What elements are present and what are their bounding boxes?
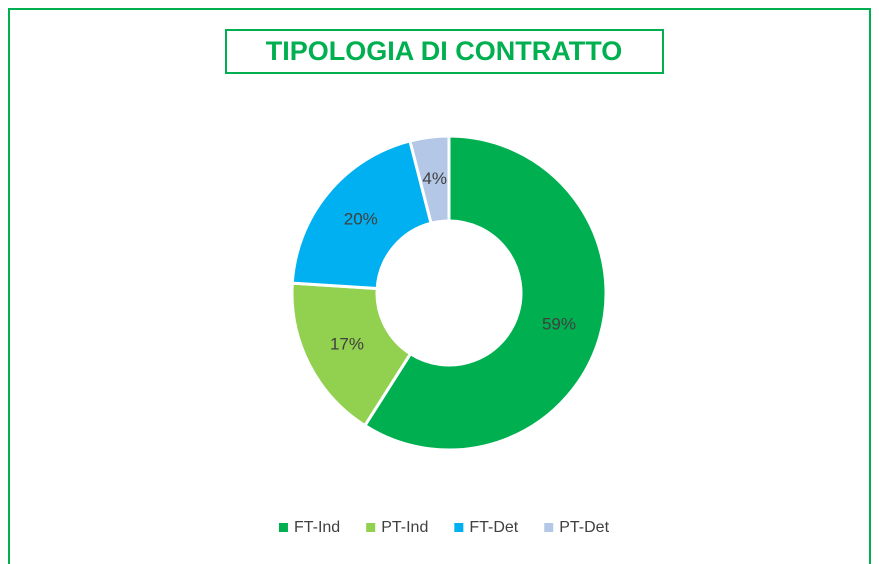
legend-swatch [278,523,288,532]
title-box [225,29,664,74]
chart-title: TIPOLOGIA DI CONTRATTO [266,36,622,66]
legend-swatch [366,523,376,532]
donut-segment [408,134,451,226]
legend-swatch [544,523,554,532]
legend-label: PT-Det [559,519,609,536]
data-label: 59% [542,314,576,333]
donut-segment [290,139,433,291]
legend-label: FT-Ind [294,519,340,536]
donut-segment [362,134,608,452]
data-label: 4% [422,169,447,188]
data-label: 17% [330,334,364,353]
frame [8,8,871,564]
legend-label: FT-Det [469,519,518,536]
donut-segment [290,281,413,428]
data-label: 20% [344,209,378,228]
legend-label: PT-Ind [381,519,428,536]
legend-swatch [454,523,464,532]
